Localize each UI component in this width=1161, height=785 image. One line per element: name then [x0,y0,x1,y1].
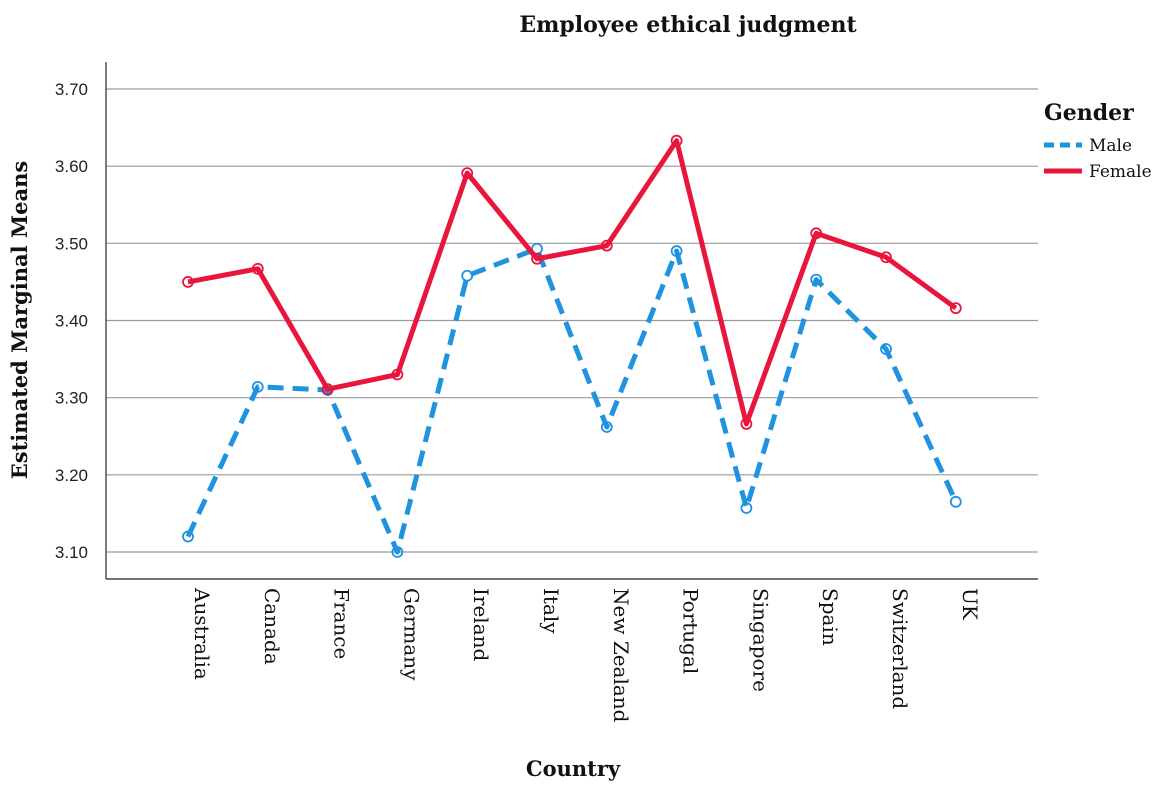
data-point-female [740,417,753,430]
x-tick-label: Switzerland [888,588,912,709]
data-point-female [182,276,194,288]
data-point-female [600,239,613,252]
data-point-male [880,343,892,355]
y-tick-label: 3.50 [55,234,88,253]
data-point-male [461,269,474,282]
x-tick-label: Ireland [469,588,493,661]
data-point-male [600,421,613,433]
data-point-male [670,245,683,257]
data-point-female [810,227,823,240]
data-point-female [949,302,962,315]
x-tick-label: Australia [190,587,214,680]
data-point-male [251,380,264,393]
data-point-male [810,273,823,286]
data-point-male [182,530,194,543]
data-point-female [880,251,892,264]
chart-title: Employee ethical judgment [519,12,857,38]
y-tick-label: 3.60 [55,157,88,176]
x-tick-label: Spain [818,588,842,646]
data-point-male [740,502,753,514]
x-tick-label: Portugal [679,588,703,674]
data-point-female [321,383,334,396]
data-point-male [391,546,404,558]
x-tick-labels: Australia Canada France Germany Ireland Italy… [190,587,982,723]
x-tick-label: Canada [260,588,284,665]
data-point-female [251,262,264,275]
y-tick-label: 3.70 [55,80,88,99]
legend-label-male: Male [1089,136,1132,156]
data-point-female [531,252,543,265]
x-tick-label: New Zealand [609,588,633,723]
x-tick-label: Germany [399,588,423,681]
data-point-female [670,134,683,147]
y-tick-label: 3.40 [55,312,88,331]
series-lines [182,134,962,558]
y-tick-labels: 3.10 3.20 3.30 3.40 3.50 3.60 3.70 [55,80,88,562]
data-point-female [461,167,474,180]
legend-title: Gender [1044,100,1134,126]
x-axis-title: Country [526,756,621,781]
gridlines [106,88,1038,553]
x-tick-label: UK [958,588,982,621]
data-point-female [391,368,404,381]
series-male [182,242,962,558]
series-line-female [187,138,958,427]
x-tick-label: Singapore [748,588,772,692]
series-female [182,134,962,430]
legend-label-female: Female [1089,162,1152,182]
y-tick-label: 3.20 [55,466,88,485]
x-tick-label: France [330,588,354,659]
y-tick-label: 3.30 [55,389,88,408]
y-axis-title: Estimated Marginal Means [7,161,32,479]
x-tick-label: Italy [539,588,563,634]
series-line-male [185,246,959,555]
y-tick-label: 3.10 [55,543,88,562]
legend: Gender Male Female [1044,100,1152,182]
data-point-male [949,495,962,508]
